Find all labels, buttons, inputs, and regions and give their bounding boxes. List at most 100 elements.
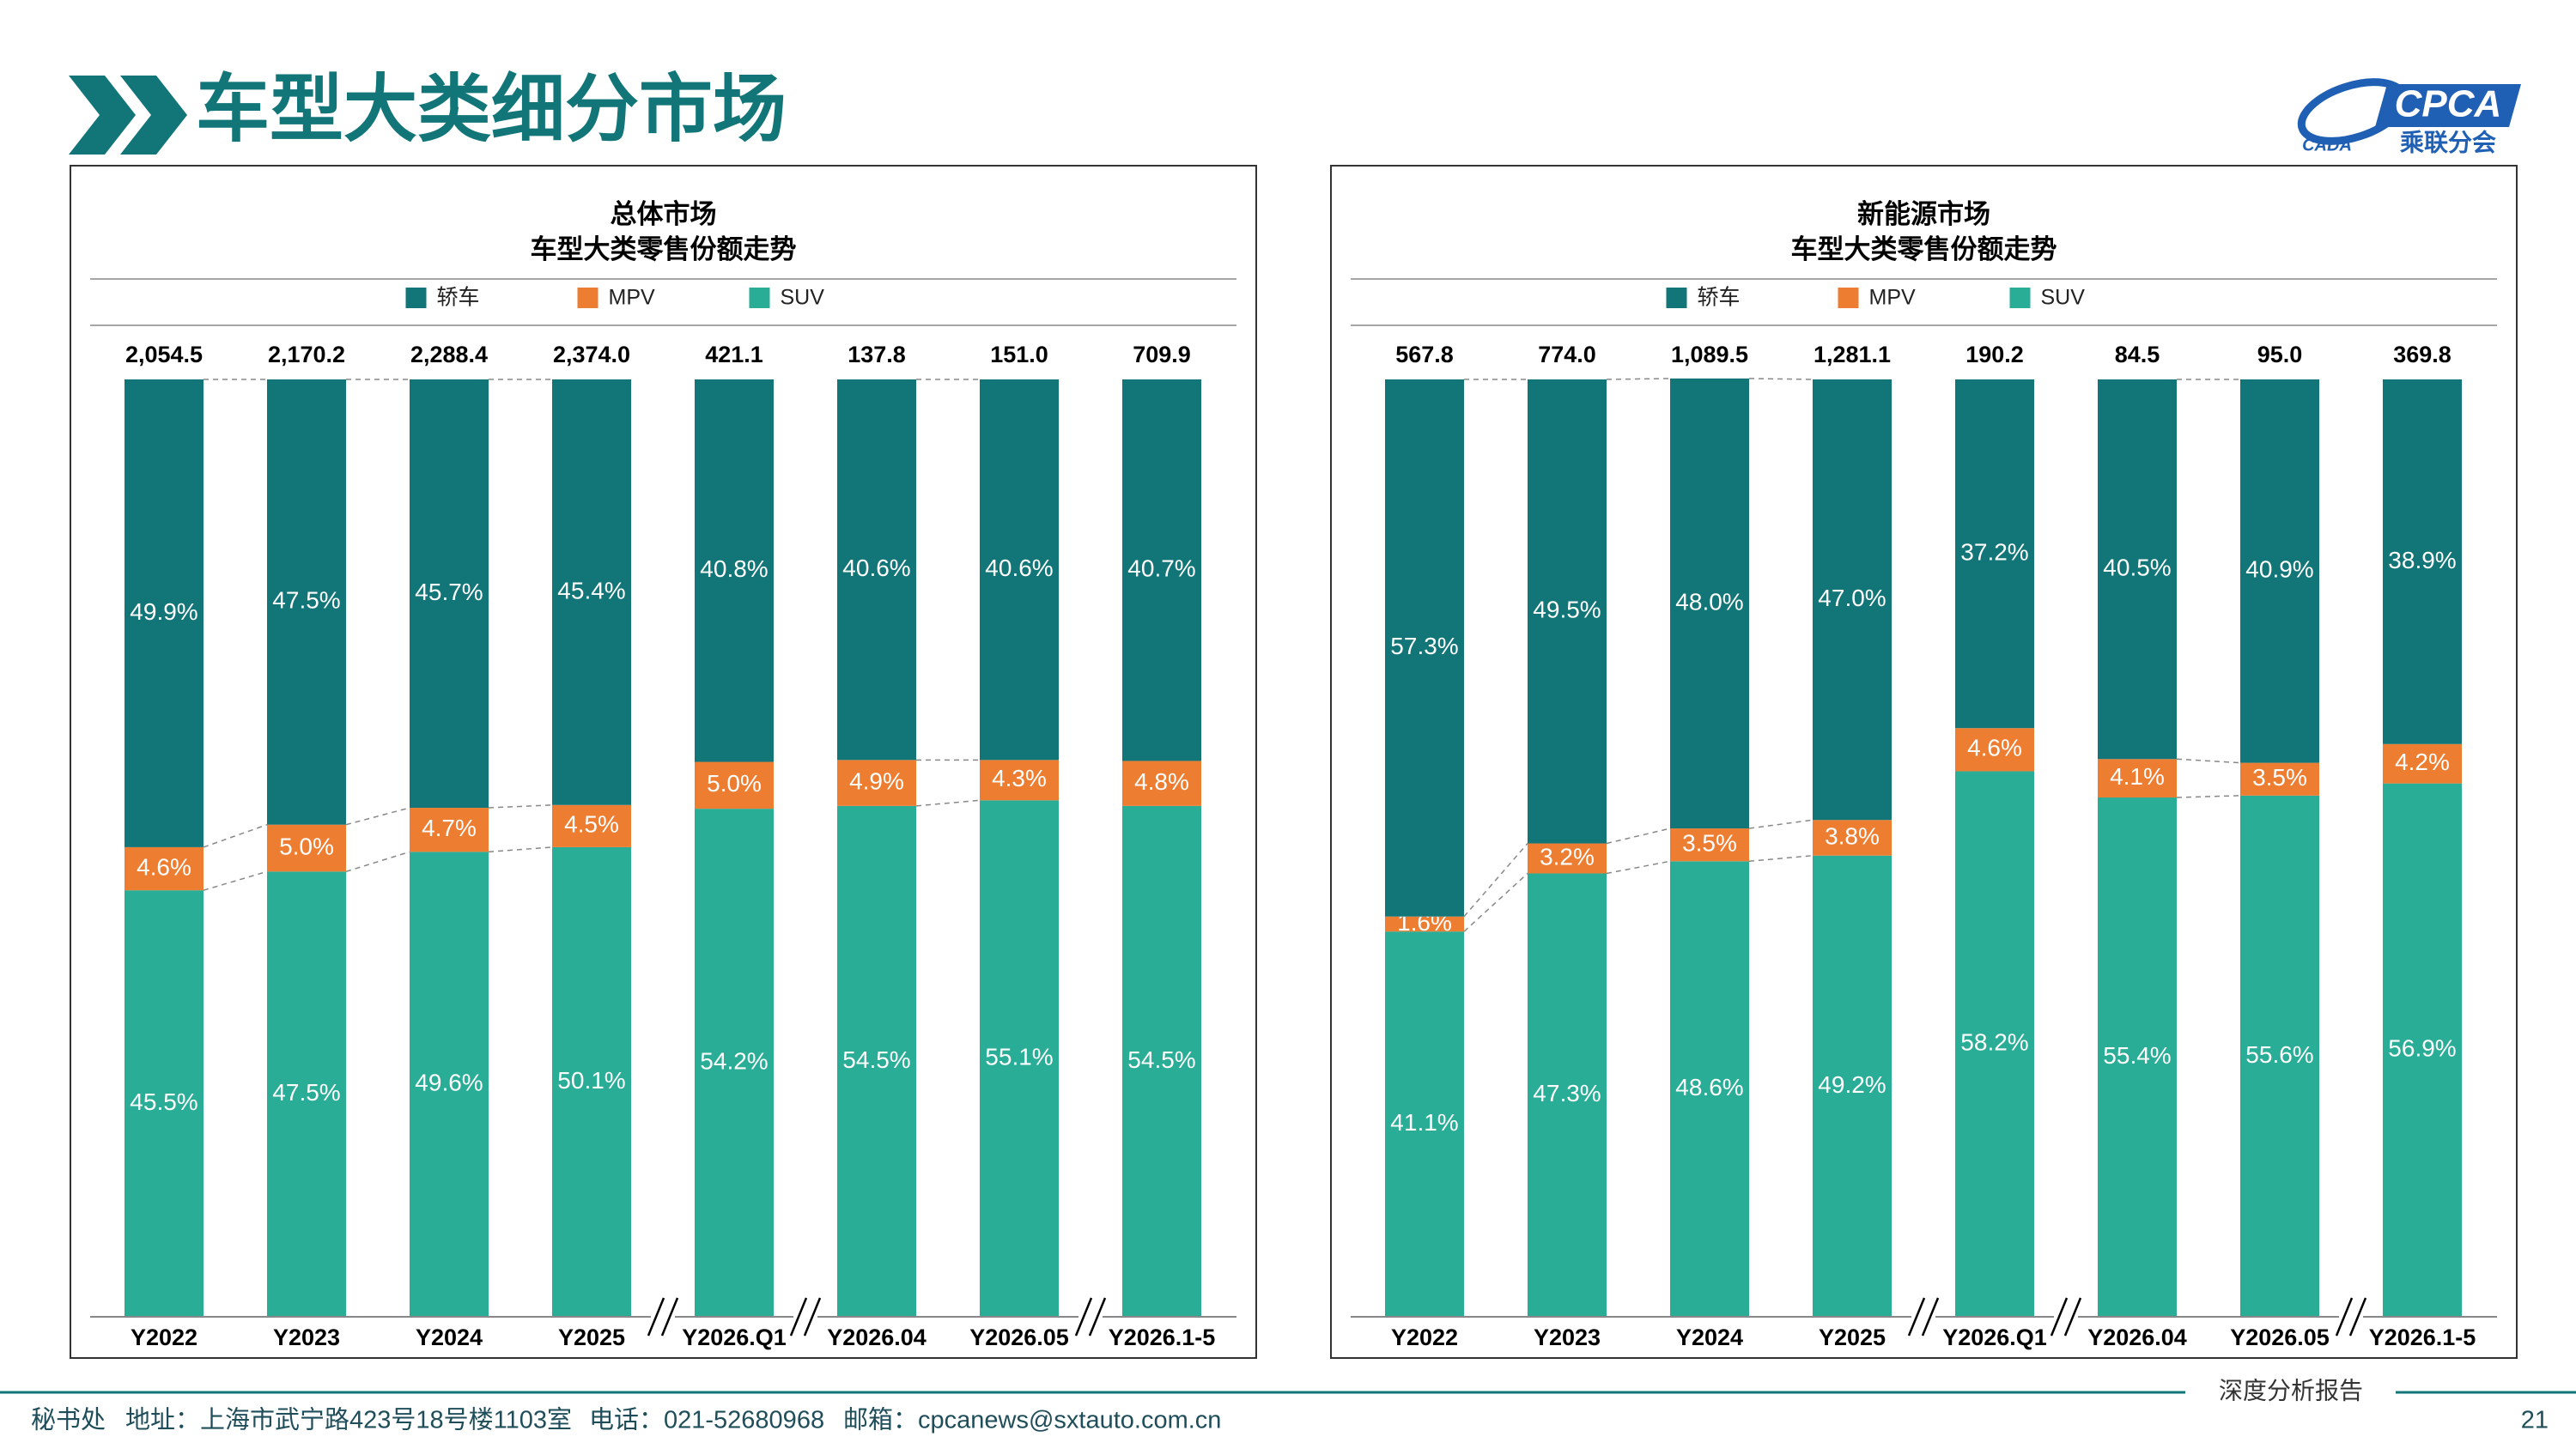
connector bbox=[345, 851, 410, 873]
data-label: 40.5% bbox=[2103, 555, 2171, 581]
bar-segment bbox=[267, 871, 346, 1317]
data-label: 37.2% bbox=[1960, 539, 2028, 566]
x-tick-label: Y2022 bbox=[1391, 1325, 1458, 1350]
data-label: 47.3% bbox=[1533, 1080, 1601, 1106]
bar-segment bbox=[2240, 762, 2319, 796]
axis-break-gap bbox=[1911, 1313, 1935, 1320]
data-label: 40.6% bbox=[985, 555, 1053, 581]
data-label: 3.5% bbox=[2252, 764, 2307, 791]
total-label: 2,054.5 bbox=[125, 342, 203, 367]
total-label: 1,281.1 bbox=[1814, 342, 1891, 367]
x-tick-label: Y2024 bbox=[1676, 1325, 1743, 1350]
connector bbox=[2176, 795, 2241, 798]
bar-segment bbox=[2383, 743, 2462, 784]
axis-break bbox=[2348, 1297, 2367, 1337]
bar-segment bbox=[1813, 820, 1892, 856]
data-label: 55.1% bbox=[985, 1044, 1053, 1070]
bar-segment bbox=[552, 379, 631, 805]
bar-segment bbox=[125, 846, 204, 891]
x-tick-label: Y2026.Q1 bbox=[682, 1325, 787, 1350]
logo-abbr: CPCA bbox=[2395, 83, 2502, 125]
bar-segment bbox=[267, 824, 346, 872]
connector bbox=[345, 807, 410, 826]
bar-segment bbox=[1122, 379, 1201, 761]
chevron bbox=[69, 76, 136, 155]
x-tick-label: Y2024 bbox=[416, 1325, 483, 1350]
bar-segment bbox=[2383, 379, 2462, 744]
bar-segment bbox=[837, 760, 916, 806]
x-tick-label: Y2026.05 bbox=[2230, 1325, 2330, 1350]
bar-segment bbox=[2240, 379, 2319, 763]
bar-segment bbox=[2098, 379, 2177, 760]
bar-segment bbox=[1528, 379, 1607, 844]
axis-break bbox=[1074, 1297, 1093, 1337]
bar-segment bbox=[1385, 916, 1464, 932]
x-tick-label: Y2026.1-5 bbox=[2369, 1325, 2476, 1350]
bar-segment bbox=[410, 379, 489, 809]
data-label: 40.6% bbox=[842, 555, 910, 581]
total-label: 1,089.5 bbox=[1671, 342, 1748, 367]
legend-label: SUV bbox=[2041, 286, 2086, 310]
total-label: 190.2 bbox=[1965, 342, 2024, 367]
data-label: 49.9% bbox=[130, 598, 197, 625]
footer-office: 秘书处 bbox=[31, 1406, 106, 1434]
data-label: 54.2% bbox=[700, 1047, 768, 1074]
data-label: 57.3% bbox=[1390, 633, 1458, 659]
total-label: 95.0 bbox=[2257, 342, 2303, 367]
connector bbox=[203, 823, 268, 848]
data-label: 4.9% bbox=[849, 767, 904, 794]
data-label: 38.9% bbox=[2388, 547, 2456, 573]
axis-break-gap bbox=[2339, 1313, 2363, 1320]
data-label: 45.7% bbox=[415, 579, 483, 605]
legend-swatch bbox=[2009, 288, 2031, 308]
axis-break bbox=[2335, 1297, 2354, 1337]
data-label: 56.9% bbox=[2388, 1035, 2456, 1062]
x-tick-label: Y2022 bbox=[131, 1325, 197, 1350]
legend-label: MPV bbox=[1869, 286, 1917, 310]
bar-segment bbox=[837, 805, 916, 1317]
data-label: 4.6% bbox=[137, 853, 191, 880]
bar-segment bbox=[2240, 795, 2319, 1317]
data-label: 48.0% bbox=[1675, 588, 1743, 615]
bar-segment bbox=[125, 890, 204, 1317]
total-label: 369.8 bbox=[2393, 342, 2451, 367]
data-label: 3.2% bbox=[1540, 843, 1595, 870]
footer-email: 邮箱：cpcanews@sxtauto.com.cn bbox=[843, 1406, 1221, 1434]
bar-segment bbox=[1670, 861, 1749, 1317]
chart-subtitle: 车型大类零售份额走势 bbox=[531, 234, 797, 264]
report-label: 深度分析报告 bbox=[2219, 1377, 2363, 1405]
bar-segment bbox=[1385, 379, 1464, 917]
page-title: 车型大类细分市场 bbox=[196, 69, 787, 151]
connector bbox=[1606, 828, 1671, 845]
bar-segment bbox=[410, 852, 489, 1317]
logo-badge bbox=[2375, 84, 2521, 127]
data-label: 4.5% bbox=[564, 811, 619, 838]
x-tick-label: Y2026.1-5 bbox=[1109, 1325, 1216, 1350]
data-label: 40.9% bbox=[2245, 556, 2313, 583]
footer-phone: 电话：021-52680968 bbox=[589, 1406, 824, 1434]
bar-segment bbox=[1122, 761, 1201, 806]
axis-break bbox=[789, 1297, 808, 1337]
total-label: 84.5 bbox=[2115, 342, 2160, 367]
total-label: 774.0 bbox=[1538, 342, 1596, 367]
logo-sub: CADA bbox=[2302, 136, 2352, 155]
bar-segment bbox=[695, 761, 774, 809]
bar-segment bbox=[1955, 728, 2034, 772]
bar-segment bbox=[980, 800, 1059, 1317]
bar-segment bbox=[1385, 931, 1464, 1317]
total-label: 2,170.2 bbox=[268, 342, 345, 367]
data-label: 40.8% bbox=[700, 555, 768, 582]
bar-segment bbox=[1955, 379, 2034, 729]
data-label: 5.0% bbox=[279, 833, 334, 859]
axis-break bbox=[1921, 1297, 1940, 1337]
data-label: 3.8% bbox=[1825, 822, 1880, 849]
bar-segment bbox=[1670, 828, 1749, 862]
data-label: 4.2% bbox=[2395, 749, 2450, 775]
bar-segment bbox=[837, 379, 916, 761]
panel-frame bbox=[1330, 165, 2518, 1359]
data-label: 58.2% bbox=[1960, 1029, 2028, 1056]
connector bbox=[1463, 843, 1528, 918]
data-label: 47.5% bbox=[272, 587, 340, 614]
chevron bbox=[120, 76, 187, 155]
